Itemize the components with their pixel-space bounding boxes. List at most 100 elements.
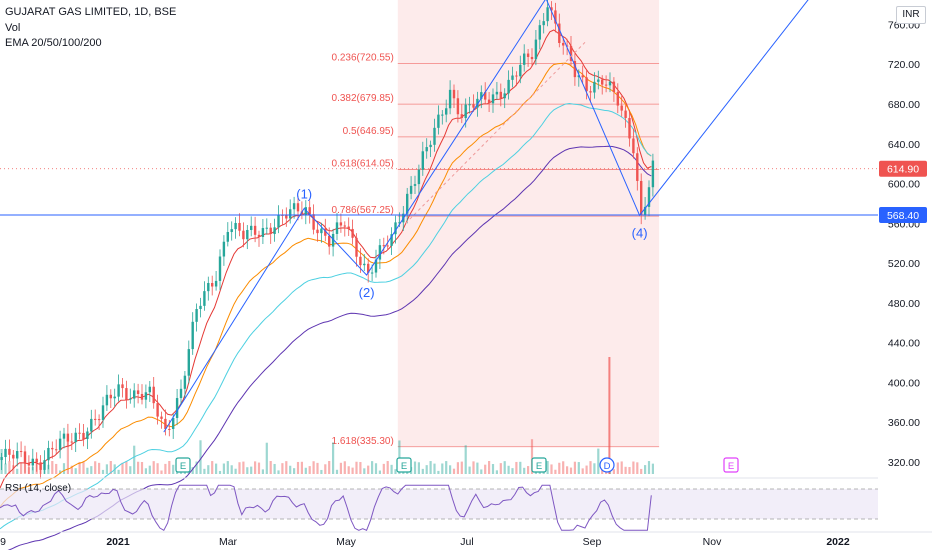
volume-bar bbox=[367, 465, 370, 474]
candle-body bbox=[351, 228, 354, 238]
candle-body bbox=[398, 222, 401, 224]
candle-body bbox=[425, 147, 428, 152]
candle-body bbox=[534, 39, 538, 60]
symbol-title[interactable]: GUJARAT GAS LIMITED, 1D, BSE bbox=[5, 6, 177, 18]
volume-bar bbox=[152, 461, 155, 474]
candle-body bbox=[511, 75, 514, 80]
volume-bar bbox=[612, 469, 615, 474]
candle-body bbox=[612, 81, 616, 92]
volume-bar bbox=[449, 465, 452, 474]
volume-bar bbox=[20, 462, 23, 474]
candle-body bbox=[390, 234, 393, 246]
candle-body bbox=[328, 235, 331, 247]
candle-body bbox=[250, 225, 253, 230]
candle-body bbox=[253, 225, 257, 235]
volume-bar bbox=[554, 469, 557, 474]
volume-bar bbox=[129, 466, 132, 474]
candle-body bbox=[460, 114, 463, 119]
candle-body bbox=[589, 91, 592, 93]
candle-body bbox=[632, 138, 635, 154]
volume-bar bbox=[300, 461, 303, 474]
candle-body bbox=[292, 203, 296, 210]
candle-body bbox=[604, 84, 608, 86]
candle-body bbox=[554, 10, 557, 24]
candle-body bbox=[58, 438, 62, 450]
earnings-marker-label: E bbox=[401, 461, 407, 472]
rsi-band bbox=[0, 489, 878, 519]
volume-bar bbox=[527, 466, 530, 474]
candle-body bbox=[476, 98, 479, 108]
volume-bar bbox=[156, 463, 159, 474]
volume-bar bbox=[585, 465, 588, 474]
hline-price-badge bbox=[879, 206, 927, 223]
candle-body bbox=[640, 180, 643, 216]
candle-body bbox=[218, 256, 222, 281]
ema-legend[interactable]: EMA 20/50/100/200 bbox=[5, 37, 102, 49]
fib-label-4: 0.618(614.05) bbox=[332, 159, 394, 170]
candle-body bbox=[238, 222, 241, 231]
candles[interactable] bbox=[0, 0, 655, 479]
candle-body bbox=[175, 398, 179, 418]
candle-body bbox=[207, 283, 210, 292]
candle-body bbox=[542, 21, 545, 26]
volume-bar bbox=[495, 470, 498, 474]
candle-body bbox=[487, 99, 491, 104]
candle-body bbox=[468, 104, 471, 106]
candle-body bbox=[417, 169, 421, 185]
candle-body bbox=[136, 390, 140, 394]
time-axis[interactable]: 9 2021 Mar May Jul Sep Nov 2022 bbox=[0, 531, 932, 548]
volume-spike bbox=[608, 357, 611, 474]
candle-body bbox=[651, 160, 655, 188]
price-tick: 640.00 bbox=[888, 139, 920, 151]
candle-body bbox=[503, 93, 506, 99]
volume-bar bbox=[355, 461, 358, 474]
candle-body bbox=[546, 7, 549, 22]
volume-bar bbox=[250, 466, 253, 474]
price-axis-bg bbox=[878, 0, 932, 532]
volume-bar bbox=[98, 462, 101, 474]
candle-body bbox=[367, 263, 370, 273]
volume-bar bbox=[238, 462, 241, 474]
currency-badge[interactable]: INR bbox=[896, 6, 926, 24]
volume-bar bbox=[390, 464, 393, 474]
vol-legend[interactable]: Vol bbox=[5, 22, 21, 34]
volume-bar bbox=[261, 469, 264, 474]
candle-body bbox=[261, 228, 265, 237]
candle-body bbox=[211, 283, 214, 287]
candle-body bbox=[495, 91, 499, 95]
volume-bar bbox=[242, 461, 245, 474]
candle-body bbox=[363, 263, 366, 266]
rsi-legend[interactable]: RSI (14, close) bbox=[5, 483, 72, 494]
candle-body bbox=[601, 79, 604, 85]
volume-bar bbox=[374, 463, 378, 474]
candle-body bbox=[421, 151, 424, 170]
hline-price-value: 568.40 bbox=[887, 210, 919, 222]
volume-bar bbox=[378, 470, 381, 474]
volume-bar bbox=[257, 462, 261, 474]
candle-body bbox=[370, 272, 374, 274]
price-axis[interactable]: 320.00360.00400.00440.00480.00520.00560.… bbox=[878, 0, 932, 532]
candle-body bbox=[269, 227, 272, 235]
volume-bar bbox=[573, 461, 576, 474]
volume-bar bbox=[640, 468, 643, 474]
volume-bar bbox=[464, 445, 467, 474]
volume-bar bbox=[569, 467, 573, 474]
fib-label-5: 0.786(567.25) bbox=[332, 205, 394, 216]
volume-bar bbox=[172, 464, 175, 474]
volume-bar bbox=[59, 470, 62, 474]
candle-body bbox=[608, 81, 612, 86]
fib-zone-fill bbox=[397, 0, 660, 447]
volume-bar bbox=[94, 461, 97, 474]
candle-body bbox=[191, 321, 194, 350]
candle-body bbox=[121, 384, 124, 389]
volume-bar bbox=[148, 465, 151, 474]
candle-body bbox=[257, 234, 261, 237]
volume-bar bbox=[137, 461, 140, 474]
candle-body bbox=[530, 56, 534, 60]
candle-body bbox=[441, 114, 444, 116]
ema-50-line bbox=[0, 62, 652, 508]
volume-bar bbox=[644, 465, 647, 474]
volume-bar bbox=[523, 467, 526, 474]
